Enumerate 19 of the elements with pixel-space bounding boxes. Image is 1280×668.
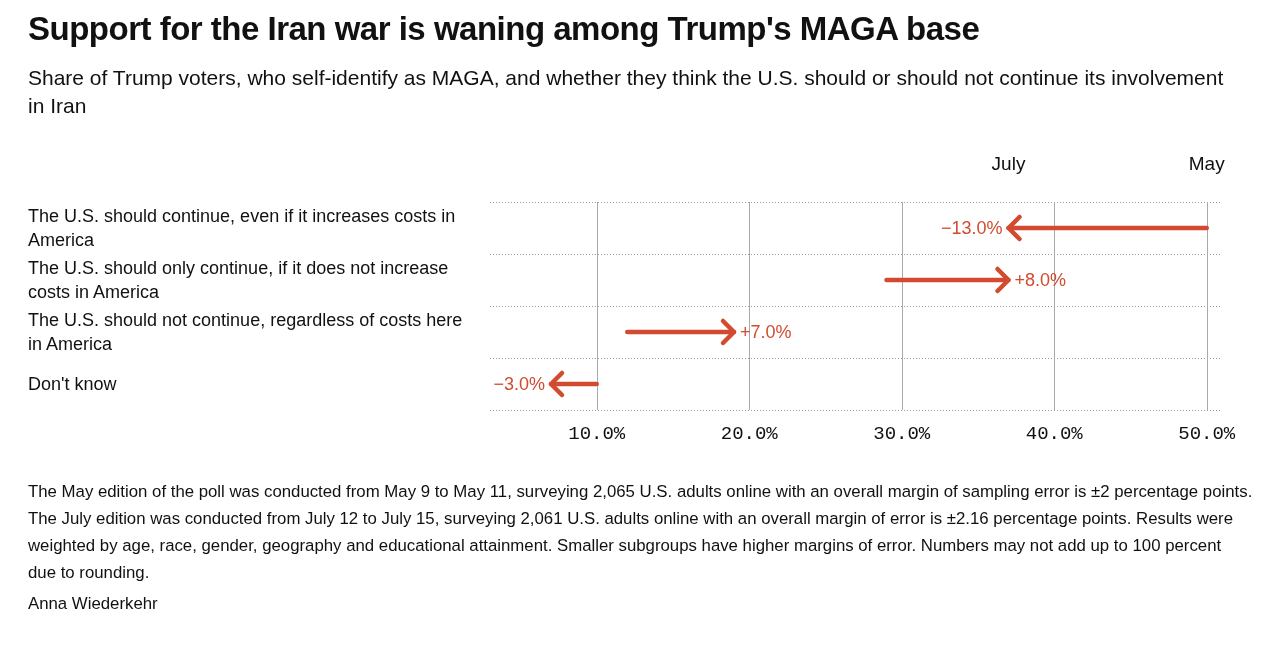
x-tick-label: 50.0% xyxy=(1178,422,1236,445)
text: Anna Wiederkehr xyxy=(28,593,159,615)
y-tick-label: The U.S. should only continue, if it does not increase costs in America xyxy=(28,258,454,302)
x-tick-label: 20.0% xyxy=(720,422,779,445)
text: May xyxy=(1188,153,1226,174)
chart-subtitle: Share of Trump voters, who self-identify as MAGA, and whether they think the U.S. should or should not continue its involvement in Iran xyxy=(28,65,1225,119)
x-tick-label: 10.0% xyxy=(568,422,626,445)
y-tick-label: The U.S. should not continue, regardless of costs here in America xyxy=(28,310,468,354)
x-tick-label: 30.0% xyxy=(873,422,931,445)
y-tick-label: Don't know xyxy=(28,374,118,394)
y-tick-label: The U.S. should continue, even if it increases costs in America xyxy=(28,206,461,250)
text: July xyxy=(991,153,1026,174)
x-tick-label: 40.0% xyxy=(1025,422,1084,445)
chart-title: Support for the Iran war is waning among Trump's MAGA base xyxy=(28,10,980,48)
data-label: +7.0% xyxy=(740,322,792,342)
text: The May edition of the poll was conducted from May 9 to May 11, surveying 2,065 U.S. adults online with an overall margin of sampling error is ±2 percentage points. The July edition was conducted from July 12 to July 15, surveying 2,061 U.S. adults online with an overall margin of error is ±2.16 percentage points. Results were weighted by age, race, gender, geography and educational attainment. Smaller subgroups have higher margins of error. Numbers may not add up to 100 percent due to rounding. xyxy=(28,481,1253,584)
data-label: +8.0% xyxy=(1014,270,1067,290)
data-label: −13.0% xyxy=(940,218,1003,238)
data-label: −3.0% xyxy=(493,374,545,394)
